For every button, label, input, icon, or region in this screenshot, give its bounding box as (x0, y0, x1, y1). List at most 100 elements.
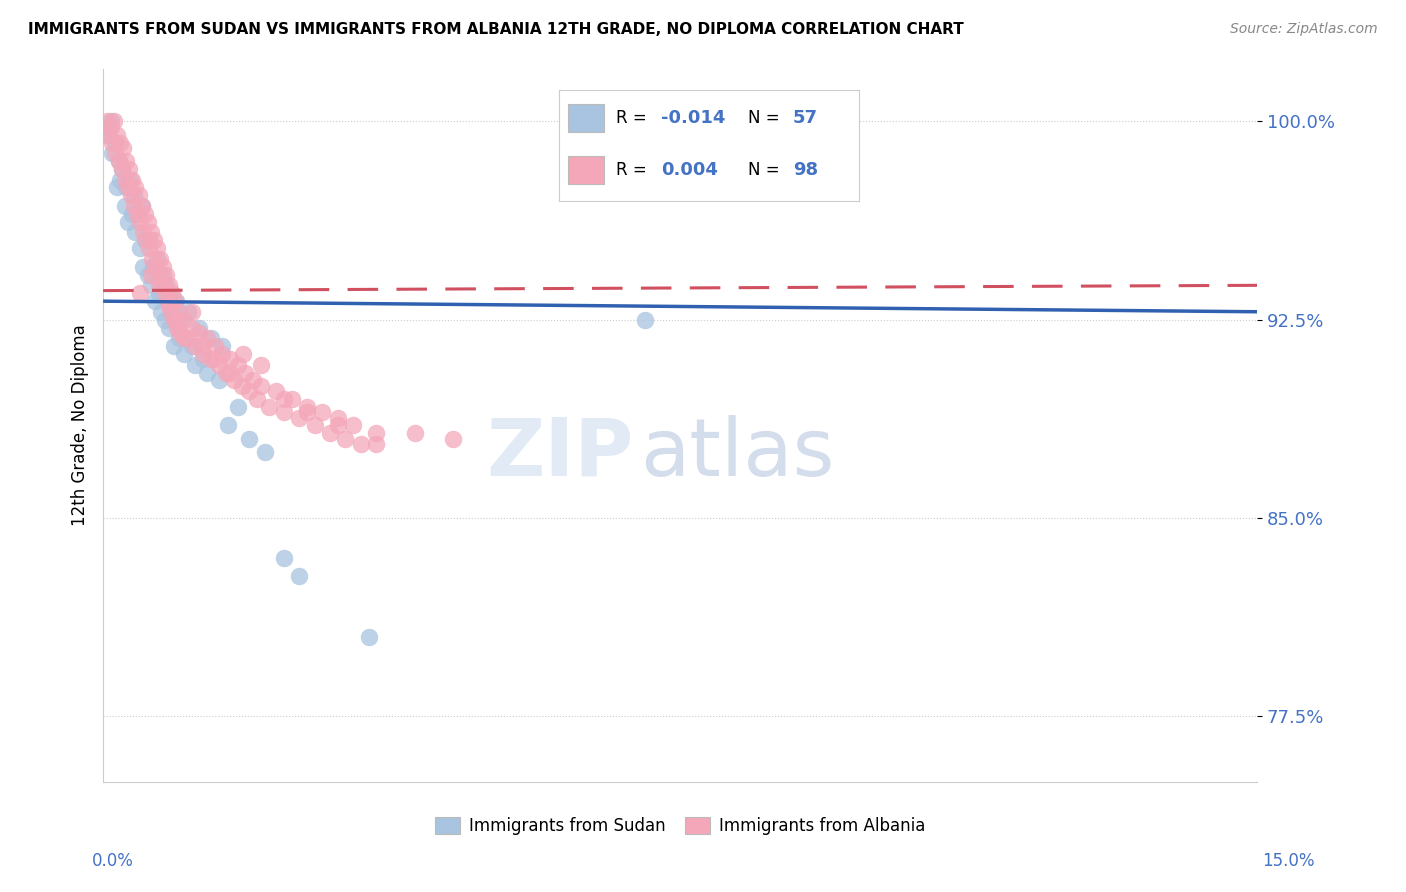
Point (115, 180, 138, 194)
Point (111, 161, 134, 176)
Point (132, 260, 155, 274)
Point (146, 252, 169, 266)
Point (101, 136, 124, 150)
Point (124, 180, 146, 194)
Point (134, 207, 156, 221)
Point (226, 400, 249, 414)
Point (125, 207, 148, 221)
Point (129, 215, 152, 229)
Point (162, 286, 184, 301)
Point (184, 358, 207, 372)
Point (184, 339, 207, 353)
Point (366, 426, 388, 441)
Point (112, 141, 135, 155)
Point (319, 426, 342, 441)
Point (219, 352, 242, 367)
Point (157, 320, 180, 334)
Point (107, 154, 129, 169)
Point (215, 366, 238, 380)
Point (195, 366, 218, 380)
Point (157, 278, 180, 293)
Point (295, 400, 318, 414)
Point (163, 339, 186, 353)
Point (219, 366, 242, 380)
Point (188, 320, 211, 334)
Point (98, 120, 121, 134)
Point (121, 207, 143, 221)
Point (165, 294, 187, 309)
Point (142, 260, 165, 274)
Point (104, 136, 127, 150)
Point (153, 286, 176, 301)
Point (350, 437, 373, 451)
Point (105, 128, 128, 142)
Point (108, 136, 131, 150)
Point (110, 161, 132, 176)
Point (190, 339, 212, 353)
Point (148, 286, 170, 301)
Point (163, 312, 186, 326)
Point (96, 128, 118, 142)
Point (159, 286, 181, 301)
Point (342, 418, 364, 433)
Text: Source: ZipAtlas.com: Source: ZipAtlas.com (1230, 22, 1378, 37)
Point (200, 331, 222, 345)
Point (132, 226, 155, 240)
Point (128, 188, 150, 202)
Point (226, 358, 249, 372)
Point (148, 278, 170, 293)
Point (273, 405, 295, 419)
Point (115, 154, 138, 169)
Point (100, 114, 122, 128)
Point (139, 278, 162, 293)
Point (173, 331, 195, 345)
Point (191, 352, 214, 367)
Point (120, 188, 142, 202)
Point (167, 304, 190, 318)
Point (107, 154, 129, 169)
Point (98, 128, 121, 142)
Point (142, 233, 165, 247)
Point (162, 304, 184, 318)
Point (280, 392, 302, 406)
Point (204, 339, 226, 353)
Point (146, 241, 169, 255)
Point (136, 268, 159, 282)
Point (114, 199, 136, 213)
Point (122, 199, 145, 213)
Point (211, 339, 233, 353)
Point (145, 294, 167, 309)
Point (169, 326, 191, 340)
Point (264, 384, 287, 398)
Point (217, 418, 239, 433)
Point (273, 392, 295, 406)
Point (129, 241, 152, 255)
Text: 0.0%: 0.0% (91, 852, 134, 870)
Point (180, 339, 202, 353)
Point (157, 300, 180, 314)
Point (235, 366, 257, 380)
Point (404, 426, 426, 441)
Point (173, 347, 195, 361)
Point (121, 172, 143, 186)
Point (188, 326, 211, 340)
Point (273, 550, 295, 565)
Point (200, 352, 222, 367)
Point (135, 233, 157, 247)
Point (100, 120, 122, 134)
Text: 15.0%: 15.0% (1263, 852, 1315, 870)
Point (153, 312, 176, 326)
Point (295, 405, 318, 419)
Point (191, 347, 214, 361)
Point (257, 400, 280, 414)
Point (108, 172, 131, 186)
Text: IMMIGRANTS FROM SUDAN VS IMMIGRANTS FROM ALBANIA 12TH GRADE, NO DIPLOMA CORRELAT: IMMIGRANTS FROM SUDAN VS IMMIGRANTS FROM… (28, 22, 965, 37)
Point (156, 294, 179, 309)
Point (150, 278, 173, 293)
Point (165, 294, 187, 309)
Point (114, 172, 136, 186)
Point (148, 268, 170, 282)
Text: ZIP: ZIP (486, 415, 634, 493)
Point (177, 331, 200, 345)
Point (149, 304, 172, 318)
